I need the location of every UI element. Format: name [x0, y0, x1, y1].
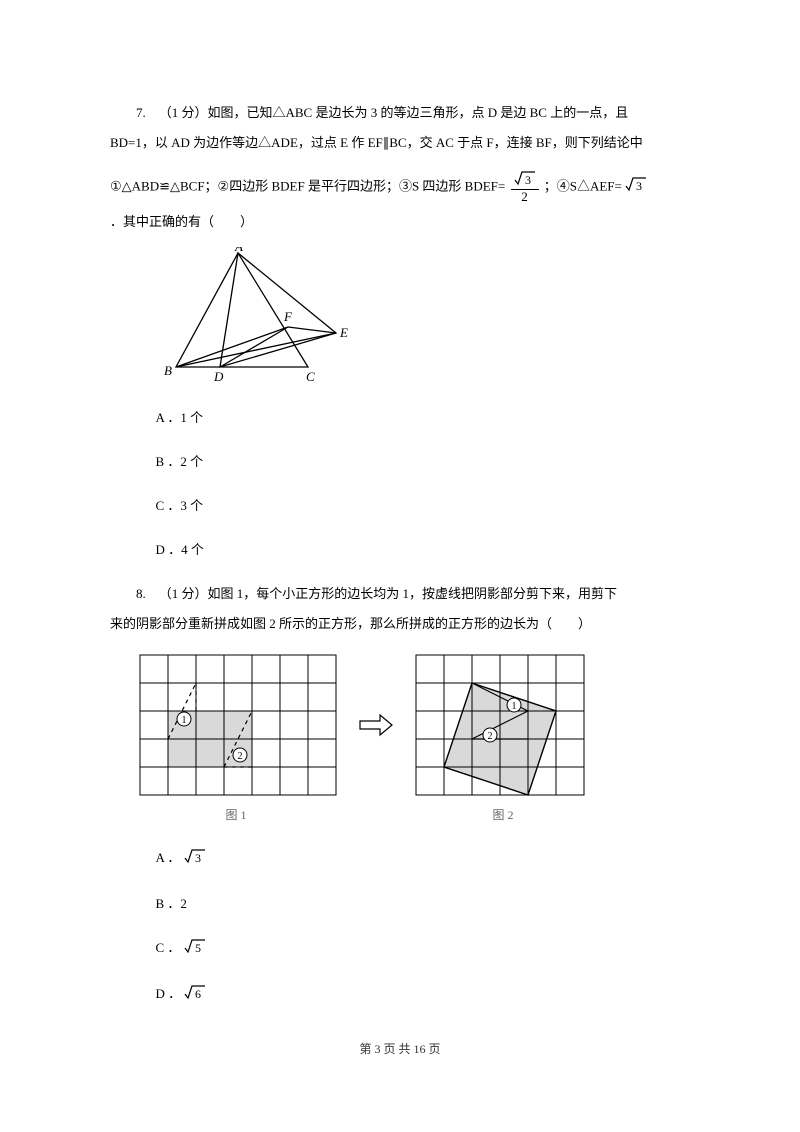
q7-figure: A B C D E F: [156, 247, 691, 387]
q8-C-prefix: C ．: [156, 940, 181, 955]
svg-text:6: 6: [195, 987, 201, 1000]
q7-number: 7.: [136, 105, 146, 120]
sqrt-arg: 3: [525, 173, 531, 186]
q8-text-1: （1 分）如图 1，每个小正方形的边长均为 1，按虚线把阴影部分剪下来，用剪下: [159, 586, 617, 601]
q8-fig2: 1 2: [412, 651, 598, 799]
q8-option-C[interactable]: C ． 5: [156, 935, 691, 963]
q7-frac-sqrt3-2: 3 2: [511, 170, 539, 205]
svg-text:5: 5: [195, 941, 201, 954]
q8-number: 8.: [136, 586, 146, 601]
q8-A-prefix: A ．: [156, 850, 181, 865]
q7-text-1: （1 分）如图，已知△ABC 是边长为 3 的等边三角形，点 D 是边 BC 上…: [159, 105, 628, 120]
q7-stmt-suffix: ．其中正确的有（ ）: [110, 209, 690, 235]
footer-total: 16: [414, 1042, 426, 1056]
q8-option-A[interactable]: A ． 3: [156, 845, 691, 873]
svg-text:3: 3: [636, 179, 642, 192]
q7-line2: BD=1，以 AD 为边作等边△ADE，过点 E 作 EF∥BC，交 AC 于点…: [110, 130, 690, 156]
arrow-icon: [358, 713, 394, 737]
q8-captions: 图 1 图 2: [134, 803, 690, 827]
page-footer: 第 3 页 共 16 页: [110, 1037, 690, 1061]
sqrt-icon-A: 3: [184, 847, 206, 873]
sqrt-icon-C: 5: [184, 937, 206, 963]
label-C: C: [306, 369, 315, 384]
q8-fig1: 1 2: [136, 651, 340, 799]
q8-line1: 8. （1 分）如图 1，每个小正方形的边长均为 1，按虚线把阴影部分剪下来，用…: [110, 581, 690, 607]
sqrt3-icon: 3: [625, 175, 647, 201]
svg-text:2: 2: [488, 731, 493, 742]
q7-option-C[interactable]: C ．3 个: [156, 493, 691, 519]
footer-b: 页 共: [380, 1042, 413, 1056]
frac-denom: 2: [518, 190, 531, 204]
svg-text:1: 1: [182, 715, 187, 726]
label-B: B: [164, 363, 172, 378]
caption-fig2: 图 2: [410, 803, 596, 827]
q8-figures: 1 2: [136, 651, 690, 799]
q7-option-B[interactable]: B ．2 个: [156, 449, 691, 475]
q7-option-D[interactable]: D ．4 个: [156, 537, 691, 563]
q8-option-B[interactable]: B ．2: [156, 891, 691, 917]
q7-option-A[interactable]: A ．1 个: [156, 405, 691, 431]
sqrt-icon: 3: [514, 170, 536, 189]
svg-text:3: 3: [195, 851, 201, 864]
label-D: D: [213, 369, 224, 384]
label-E: E: [339, 325, 348, 340]
footer-c: 页: [426, 1042, 441, 1056]
q8-D-prefix: D ．: [156, 986, 182, 1001]
label-F: F: [283, 309, 293, 324]
q7-line1: 7. （1 分）如图，已知△ABC 是边长为 3 的等边三角形，点 D 是边 B…: [110, 100, 690, 126]
q8-line2: 来的阴影部分重新拼成如图 2 所示的正方形，那么所拼成的正方形的边长为（ ）: [110, 611, 690, 637]
svg-text:2: 2: [238, 751, 243, 762]
q7-triangle-svg: A B C D E F: [156, 247, 356, 387]
caption-fig1: 图 1: [134, 803, 338, 827]
label-A: A: [234, 247, 243, 254]
q7-stmt-between: ；④S△AEF=: [544, 178, 625, 193]
svg-text:1: 1: [512, 701, 517, 712]
q7-statements: ①△ABD≌△BCF；②四边形 BDEF 是平行四边形；③S 四边形 BDEF=…: [110, 170, 690, 205]
sqrt-icon-D: 6: [184, 983, 206, 1009]
footer-a: 第: [359, 1042, 374, 1056]
q7-stmt-prefix: ①△ABD≌△BCF；②四边形 BDEF 是平行四边形；③S 四边形 BDEF=: [110, 178, 509, 193]
q8-option-D[interactable]: D ． 6: [156, 981, 691, 1009]
